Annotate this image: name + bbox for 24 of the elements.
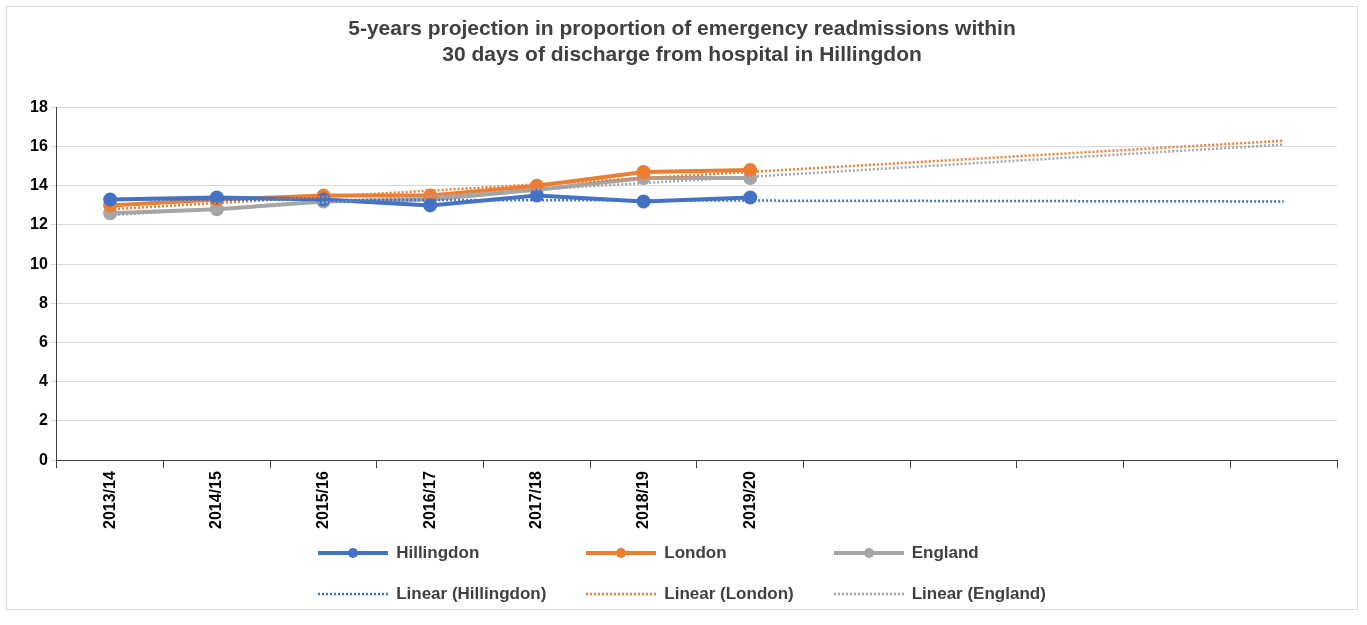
y-tick-label: 14	[30, 176, 48, 194]
y-tick-label: 6	[38, 332, 48, 350]
x-tick-label: 2017/18	[527, 471, 545, 530]
x-tick-label: 2018/19	[633, 471, 651, 530]
chart-title: 5-years projection in proportion of emergency readmissions within 30 days of discharge from hospital in Hillingdon	[348, 16, 1016, 65]
legend-label: Hillingdon	[396, 542, 480, 563]
legend-label: Linear (England)	[911, 583, 1046, 604]
y-tick-label: 4	[38, 372, 48, 390]
y-tick-label: 12	[30, 215, 48, 233]
legend-label: Linear (London)	[664, 583, 794, 604]
y-tick-label: 2	[38, 411, 48, 429]
y-tick-label: 8	[38, 293, 48, 311]
x-tick-label: 2015/16	[313, 471, 331, 530]
y-tick-label: 0	[38, 450, 48, 468]
x-tick-label: 2016/17	[420, 471, 438, 530]
x-tick-label: 2019/20	[740, 471, 758, 530]
x-tick-label: 2014/15	[207, 471, 225, 530]
legend-label: England	[911, 542, 979, 563]
x-tick-label: 2013/14	[100, 471, 118, 530]
y-tick-label: 10	[30, 254, 48, 272]
legend-label: London	[664, 542, 727, 563]
legend-label: Linear (Hillingdon)	[396, 583, 547, 604]
y-tick-label: 18	[30, 97, 48, 115]
y-tick-label: 16	[30, 137, 48, 154]
